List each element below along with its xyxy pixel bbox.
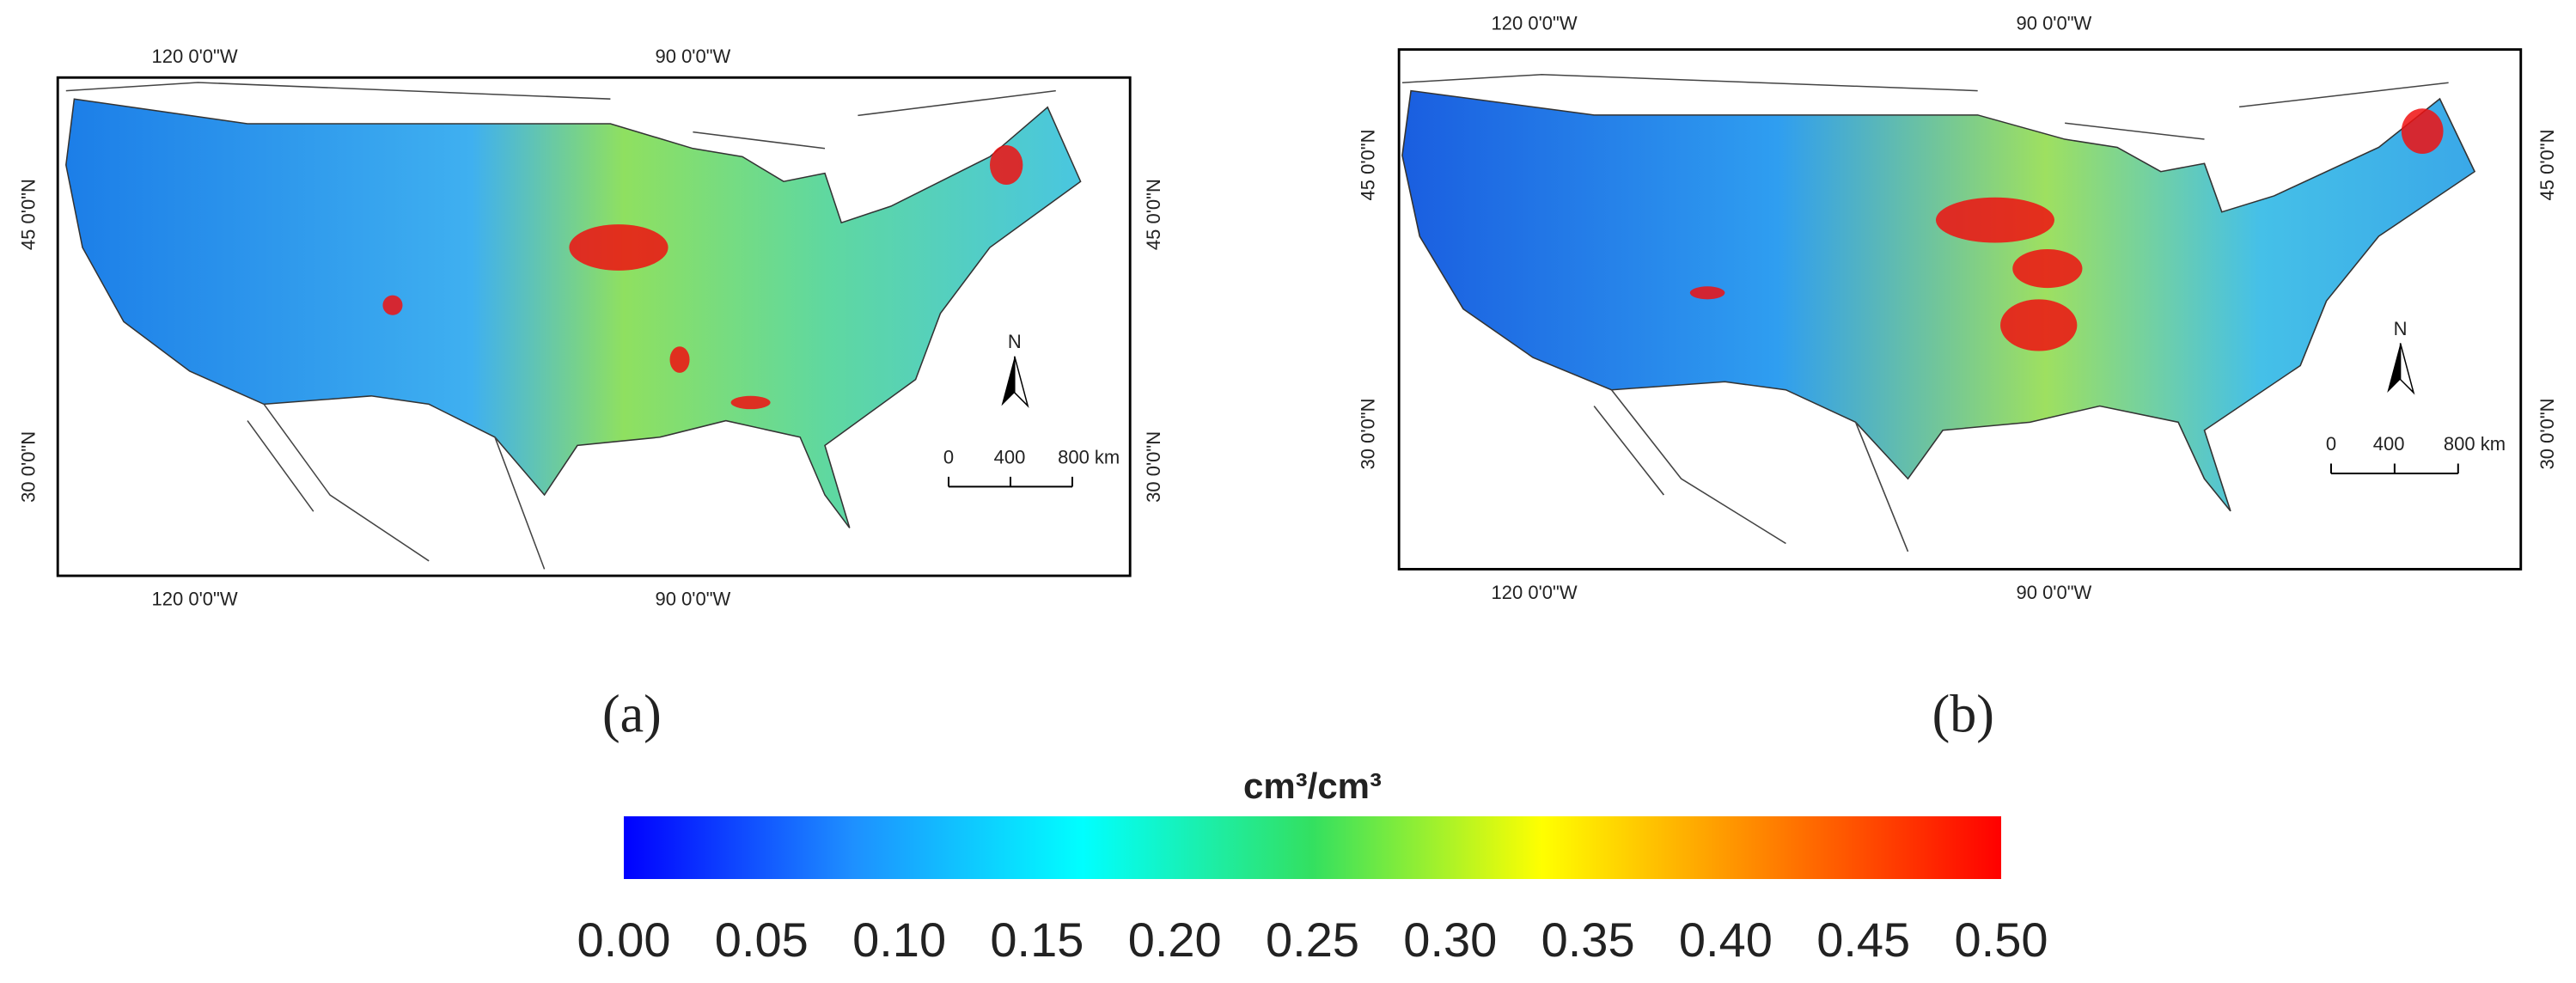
longitude-label: 120 0'0"W: [1492, 13, 1578, 34]
longitude-label: 90 0'0"W: [2016, 582, 2091, 603]
colorbar-tick-label: 0.05: [715, 913, 809, 967]
map-geometry: [65, 82, 1082, 570]
coastline: [1401, 74, 2449, 553]
longitude-label: 120 0'0"W: [1492, 582, 1578, 603]
latitude-label: 30 0'0"N: [17, 431, 39, 503]
high-moisture-area: [990, 144, 1023, 186]
north-label: N: [2394, 318, 2408, 339]
land: [1401, 89, 2476, 512]
land: [65, 98, 1082, 528]
map-content: [65, 82, 1082, 570]
colorbar-tick-label: 0.20: [1128, 913, 1222, 967]
north-label: N: [1008, 331, 1022, 352]
map-content: [1401, 74, 2476, 553]
colorbar-tick-label: 0.30: [1403, 913, 1497, 967]
high-moisture-area: [2401, 108, 2444, 154]
longitude-label: 90 0'0"W: [655, 46, 730, 67]
scale-label: 800 km: [1058, 447, 1120, 468]
map-panel: [56, 76, 1132, 577]
north-arrow: [1014, 356, 1029, 408]
colorbar-tick-label: 0.35: [1541, 913, 1635, 967]
colorbar: [624, 816, 2001, 879]
colorbar-title: cm³/cm³: [1243, 766, 1382, 806]
colorbar-tick-label: 0.25: [1266, 913, 1359, 967]
high-moisture-area: [382, 295, 403, 315]
latitude-label: 45 0'0"N: [1357, 130, 1378, 201]
longitude-label: 120 0'0"W: [152, 589, 238, 610]
high-moisture-area: [2000, 299, 2078, 351]
colorbar-tick-label: 0.00: [577, 913, 671, 967]
scale-label: 0: [943, 447, 954, 468]
map-panel: [1397, 48, 2523, 571]
colorbar-tick-label: 0.15: [990, 913, 1084, 967]
latitude-label: 30 0'0"N: [1357, 398, 1378, 469]
scale-label: 400: [994, 447, 1026, 468]
map-geometry: [1401, 74, 2476, 553]
longitude-label: 90 0'0"W: [655, 589, 730, 610]
colorbar-tick-label: 0.40: [1679, 913, 1773, 967]
colorbar-tick-label: 0.45: [1816, 913, 1910, 967]
scale-label: 400: [2373, 433, 2405, 455]
north-arrow: [1001, 356, 1015, 406]
scale-label: 0: [2326, 433, 2336, 455]
latitude-label: 45 0'0"N: [1143, 179, 1164, 250]
high-moisture-area: [669, 346, 690, 373]
panel-label: (a): [602, 685, 662, 743]
map-frame: [56, 76, 1132, 577]
latitude-label: 30 0'0"N: [1143, 431, 1164, 503]
high-moisture-area: [1689, 286, 1725, 300]
high-moisture-area: [1935, 197, 2054, 243]
longitude-label: 120 0'0"W: [152, 46, 238, 67]
scale-bar: [948, 476, 1073, 488]
longitude-label: 90 0'0"W: [2016, 13, 2091, 34]
latitude-label: 30 0'0"N: [2536, 398, 2558, 469]
coastline: [65, 82, 1056, 570]
high-moisture-area: [730, 395, 771, 410]
panel-label: (b): [1932, 685, 1994, 743]
scale-label: 800 km: [2444, 433, 2506, 455]
scale-bar: [2329, 463, 2459, 475]
latitude-label: 45 0'0"N: [17, 179, 39, 250]
high-moisture-area: [2012, 248, 2083, 289]
colorbar-tick-label: 0.50: [1955, 913, 2048, 967]
map-frame: [1397, 48, 2523, 571]
north-arrow: [2399, 343, 2415, 395]
latitude-label: 45 0'0"N: [2536, 130, 2558, 201]
north-arrow: [2387, 343, 2401, 393]
colorbar-tick-label: 0.10: [852, 913, 946, 967]
high-moisture-area: [569, 224, 668, 271]
